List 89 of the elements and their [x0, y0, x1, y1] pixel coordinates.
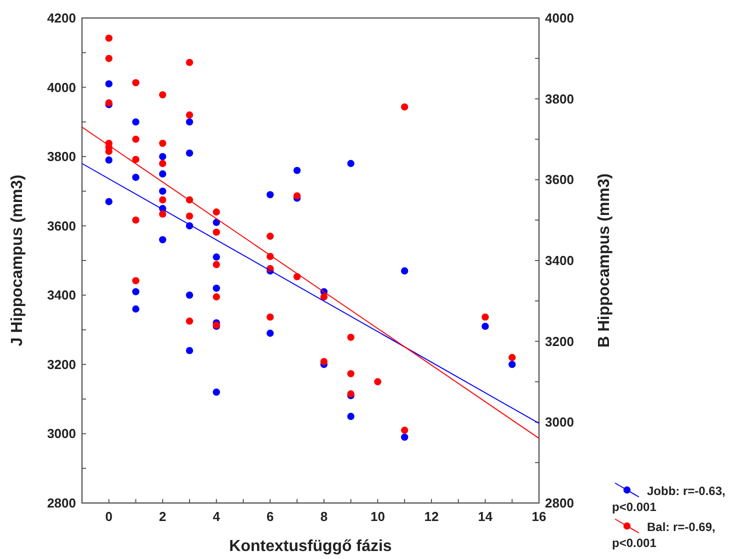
y-tick-label: 4000	[47, 80, 76, 95]
y2-tick-label: 3200	[545, 334, 574, 349]
point	[186, 118, 194, 126]
point	[347, 334, 354, 341]
point	[105, 34, 112, 42]
point	[508, 354, 516, 362]
point	[159, 196, 166, 204]
y-axis-title: J Hippocampus (mm3)	[9, 174, 26, 346]
point	[374, 378, 382, 386]
point	[159, 210, 166, 218]
x-tick-label: 10	[370, 509, 385, 524]
x-tick-label: 12	[424, 509, 439, 524]
point	[347, 160, 354, 168]
point	[132, 174, 140, 181]
point	[159, 152, 166, 160]
x-tick-label: 4	[212, 509, 221, 524]
point	[132, 156, 140, 164]
y-tick-label: 3200	[47, 356, 76, 372]
legend-label: Bal: r=-0.69, p<0.001	[612, 520, 716, 550]
y-tick-label: 2800	[47, 496, 76, 510]
point	[293, 192, 301, 200]
y2-tick-label: 3600	[545, 172, 574, 188]
point	[212, 260, 220, 268]
point	[132, 277, 140, 284]
point	[105, 54, 112, 62]
point	[159, 140, 166, 147]
point	[212, 293, 220, 300]
point	[400, 103, 408, 111]
point	[212, 218, 220, 226]
y2-axis-title: B Hippocampus (mm3)	[596, 173, 613, 348]
point	[159, 188, 166, 195]
x-tick-label: 8	[320, 509, 328, 524]
point	[212, 388, 220, 396]
point	[105, 80, 112, 88]
point	[482, 322, 489, 330]
y-tick-label: 3000	[47, 426, 76, 442]
point	[159, 170, 166, 178]
point	[293, 166, 301, 174]
y2-tick-label: 4000	[545, 10, 574, 26]
point	[212, 253, 220, 261]
point	[159, 160, 166, 168]
y2-tick-label: 3000	[545, 414, 574, 430]
point	[347, 370, 354, 378]
point	[132, 136, 140, 143]
point	[186, 150, 194, 157]
x-tick-label: 0	[105, 509, 112, 524]
y2-tick-label: 2800	[545, 496, 574, 510]
point	[266, 330, 274, 337]
point	[320, 358, 328, 366]
point	[482, 313, 489, 321]
x-tick-label: 14	[478, 509, 494, 524]
x-tick-label: 16	[532, 509, 546, 524]
legend-label: Jobb: r=-0.63, p<0.001	[612, 484, 726, 514]
point	[132, 118, 140, 126]
y-tick-label: 3800	[47, 149, 76, 164]
point	[212, 208, 220, 216]
point	[266, 232, 274, 240]
point	[212, 284, 220, 292]
y-tick-label: 3600	[47, 218, 76, 234]
point	[400, 267, 408, 274]
point	[400, 426, 408, 434]
point	[186, 346, 194, 354]
y-tick-label: 4200	[47, 10, 76, 26]
point	[105, 156, 112, 164]
x-tick-label: 2	[159, 509, 166, 524]
point	[400, 434, 408, 441]
point	[186, 292, 194, 299]
point	[186, 212, 194, 220]
point	[320, 293, 328, 300]
point	[186, 111, 194, 119]
point	[508, 360, 516, 368]
point	[266, 191, 274, 198]
x-tick-label: 6	[266, 509, 274, 524]
point	[132, 79, 140, 86]
point	[159, 236, 166, 244]
point	[132, 216, 140, 224]
x-axis-title: Kontextusfüggő fázis	[229, 538, 392, 555]
point	[212, 228, 220, 236]
point	[159, 91, 166, 98]
point	[186, 318, 194, 325]
y2-tick-label: 3800	[545, 91, 574, 106]
point	[347, 412, 354, 420]
point	[186, 58, 194, 66]
y-tick-label: 3400	[47, 288, 76, 303]
point	[132, 288, 140, 296]
point	[266, 313, 274, 321]
point	[105, 198, 112, 206]
point	[132, 305, 140, 313]
y2-tick-label: 3400	[545, 253, 574, 268]
